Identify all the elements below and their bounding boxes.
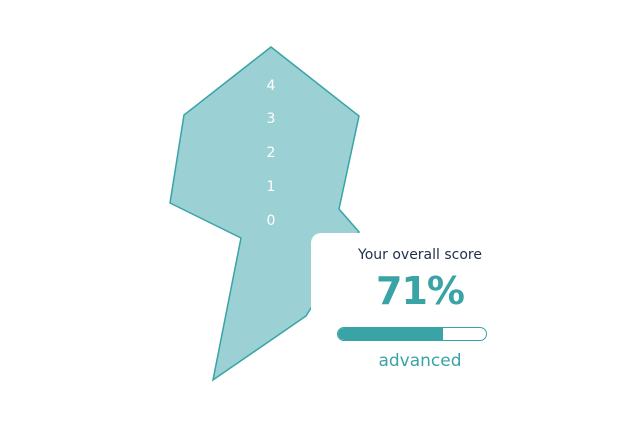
radar-tick-label: 4 <box>266 78 276 94</box>
score-title: Your overall score <box>358 247 482 263</box>
radar-tick-label: 1 <box>266 179 276 195</box>
score-progress-fill <box>338 328 444 340</box>
overall-score-card: Your overall score 71% advanced <box>311 233 551 403</box>
radar-tick-label: 3 <box>266 111 276 127</box>
score-level: advanced <box>378 351 462 371</box>
radar-tick-label: 5 <box>266 40 276 48</box>
radar-tick-label: 0 <box>266 213 276 229</box>
score-progress-bar <box>337 327 487 341</box>
score-value: 71% <box>376 269 465 313</box>
radar-tick-label: 2 <box>266 145 276 161</box>
